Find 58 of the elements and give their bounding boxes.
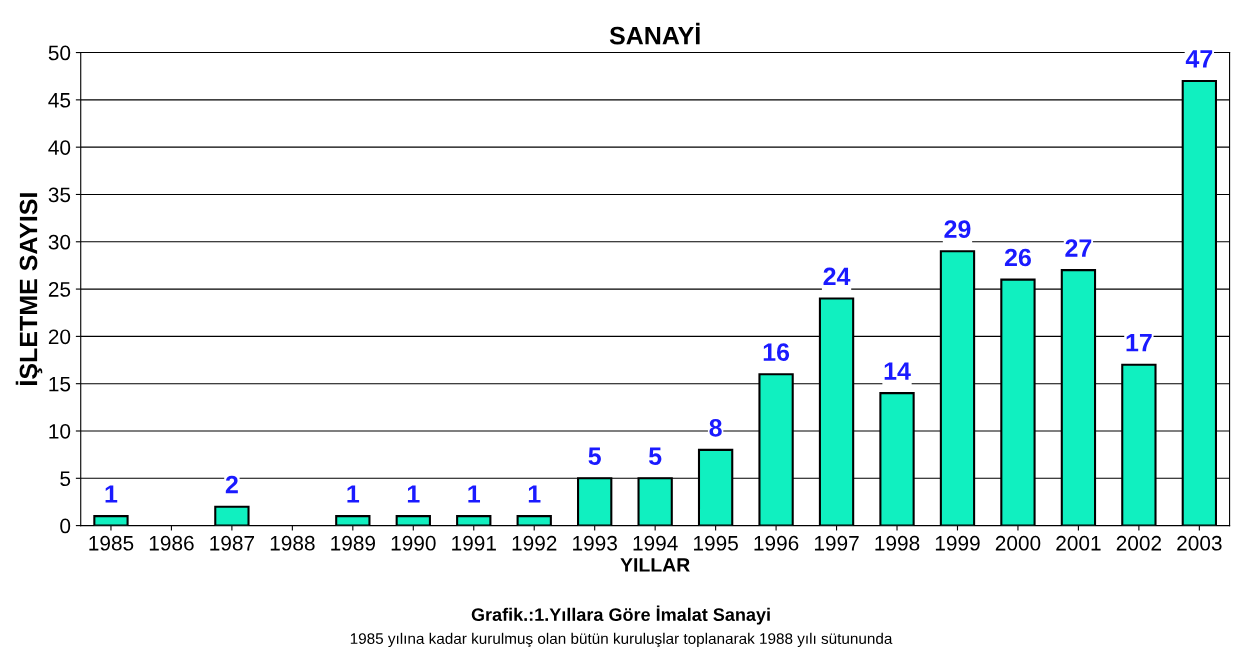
data-label: 5 <box>588 447 601 466</box>
x-tick-label: 1995 <box>694 535 738 551</box>
text: 1985 yılına kadar kurulmuş olan bütün kuruluşlar toplanarak 1988 yılı sütununda <box>350 632 893 648</box>
x-tick-label: 1994 <box>633 535 678 551</box>
y-axis-title: İŞLETME SAYISI <box>15 193 43 385</box>
y-tick-label: 50 <box>48 45 71 61</box>
x-tick-label: 2003 <box>1177 535 1222 551</box>
data-label: 29 <box>944 220 971 238</box>
data-label: 17 <box>1126 334 1152 352</box>
x-tick-label: 1988 <box>270 535 315 551</box>
x-tick-label: 1998 <box>875 535 920 551</box>
data-label: 27 <box>1065 239 1092 257</box>
data-label: 14 <box>884 362 911 380</box>
x-tick-label: 1997 <box>814 535 859 551</box>
x-tick-label: 1999 <box>935 535 980 551</box>
x-tick-label: 1986 <box>149 535 194 551</box>
data-label: 24 <box>823 267 851 286</box>
y-tick-label: 45 <box>48 93 71 108</box>
y-tick-label: 40 <box>48 140 71 155</box>
data-label: 8 <box>709 418 722 437</box>
bar <box>516 515 552 526</box>
y-tick-label: 5 <box>60 471 71 487</box>
y-tick-label: 20 <box>48 329 71 345</box>
y-tick-label: 10 <box>49 423 71 439</box>
bar <box>214 505 250 526</box>
data-label: 1 <box>347 485 360 503</box>
data-label: 47 <box>1185 50 1213 68</box>
y-tick-label: 30 <box>48 234 71 250</box>
data-label: 1 <box>105 485 118 503</box>
y-tick-label: 0 <box>60 518 71 534</box>
x-tick-label: 1992 <box>512 535 557 551</box>
data-label: 5 <box>648 447 662 466</box>
y-tick-label: 25 <box>48 282 71 297</box>
bar <box>395 515 431 526</box>
bar <box>456 515 492 526</box>
x-axis-title: YILLAR <box>620 558 690 572</box>
x-tick-label: 1990 <box>391 535 436 551</box>
data-label: 2 <box>225 475 238 494</box>
x-tick-label: 2002 <box>1116 535 1162 551</box>
x-tick-label: 1987 <box>210 535 255 551</box>
data-label: 1 <box>407 485 420 503</box>
x-tick-label: 2001 <box>1056 535 1101 551</box>
y-tick-label: 15 <box>49 376 71 392</box>
data-label: 16 <box>763 343 790 361</box>
data-label: 26 <box>1004 248 1031 267</box>
y-tick-label: 35 <box>48 187 71 203</box>
x-tick-label: 1989 <box>331 535 376 551</box>
text: Grafik.:1.Yıllara Göre İmalat Sanayi <box>471 605 770 625</box>
x-tick-label: 1991 <box>452 535 496 551</box>
chart-title: SANAYİ <box>609 22 700 45</box>
x-tick-label: 1985 <box>89 535 134 551</box>
data-label: 1 <box>528 485 541 503</box>
x-tick-label: 1993 <box>573 535 617 551</box>
data-label: 1 <box>468 485 481 503</box>
bar <box>335 515 371 526</box>
x-tick-label: 2000 <box>995 535 1041 551</box>
bar <box>93 515 129 526</box>
x-tick-label: 1996 <box>754 535 799 551</box>
